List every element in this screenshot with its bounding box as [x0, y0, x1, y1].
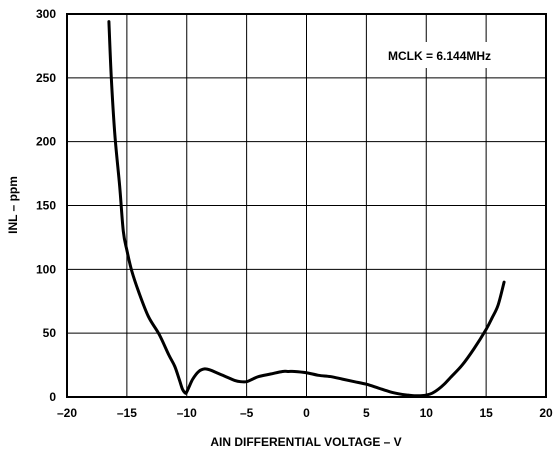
grid: [66, 13, 547, 398]
x-tick-label: 15: [479, 406, 493, 420]
y-tick-label: 250: [36, 71, 56, 85]
x-tick-label: 10: [420, 406, 434, 420]
x-tick-label: –10: [177, 406, 197, 420]
y-tick-label: 50: [43, 326, 57, 340]
y-axis-title: INL – ppm: [6, 176, 20, 234]
x-tick-label: –5: [240, 406, 254, 420]
y-tick-label: 0: [49, 390, 56, 404]
annotation-box: [385, 42, 545, 68]
x-tick-label: –15: [117, 406, 137, 420]
x-tick-labels: –20 –15 –10 –5 0 5 10 15 20: [57, 406, 553, 420]
y-tick-label: 200: [36, 135, 56, 149]
series-layer: [107, 20, 506, 398]
x-tick-label: 20: [539, 406, 553, 420]
inl-curve: [107, 20, 506, 398]
x-tick-label: –20: [57, 406, 77, 420]
annotation-mclk: MCLK = 6.144MHz: [388, 49, 491, 63]
y-tick-label: 300: [36, 7, 56, 21]
plot-frame: [66, 13, 547, 398]
y-tick-label: 100: [36, 262, 56, 276]
x-tick-label: 5: [363, 406, 370, 420]
y-tick-label: 150: [36, 199, 56, 213]
y-tick-labels: 0 50 100 150 200 250 300: [36, 7, 56, 404]
x-tick-label: 0: [303, 406, 310, 420]
x-axis-title: AIN DIFFERENTIAL VOLTAGE – V: [210, 435, 401, 449]
